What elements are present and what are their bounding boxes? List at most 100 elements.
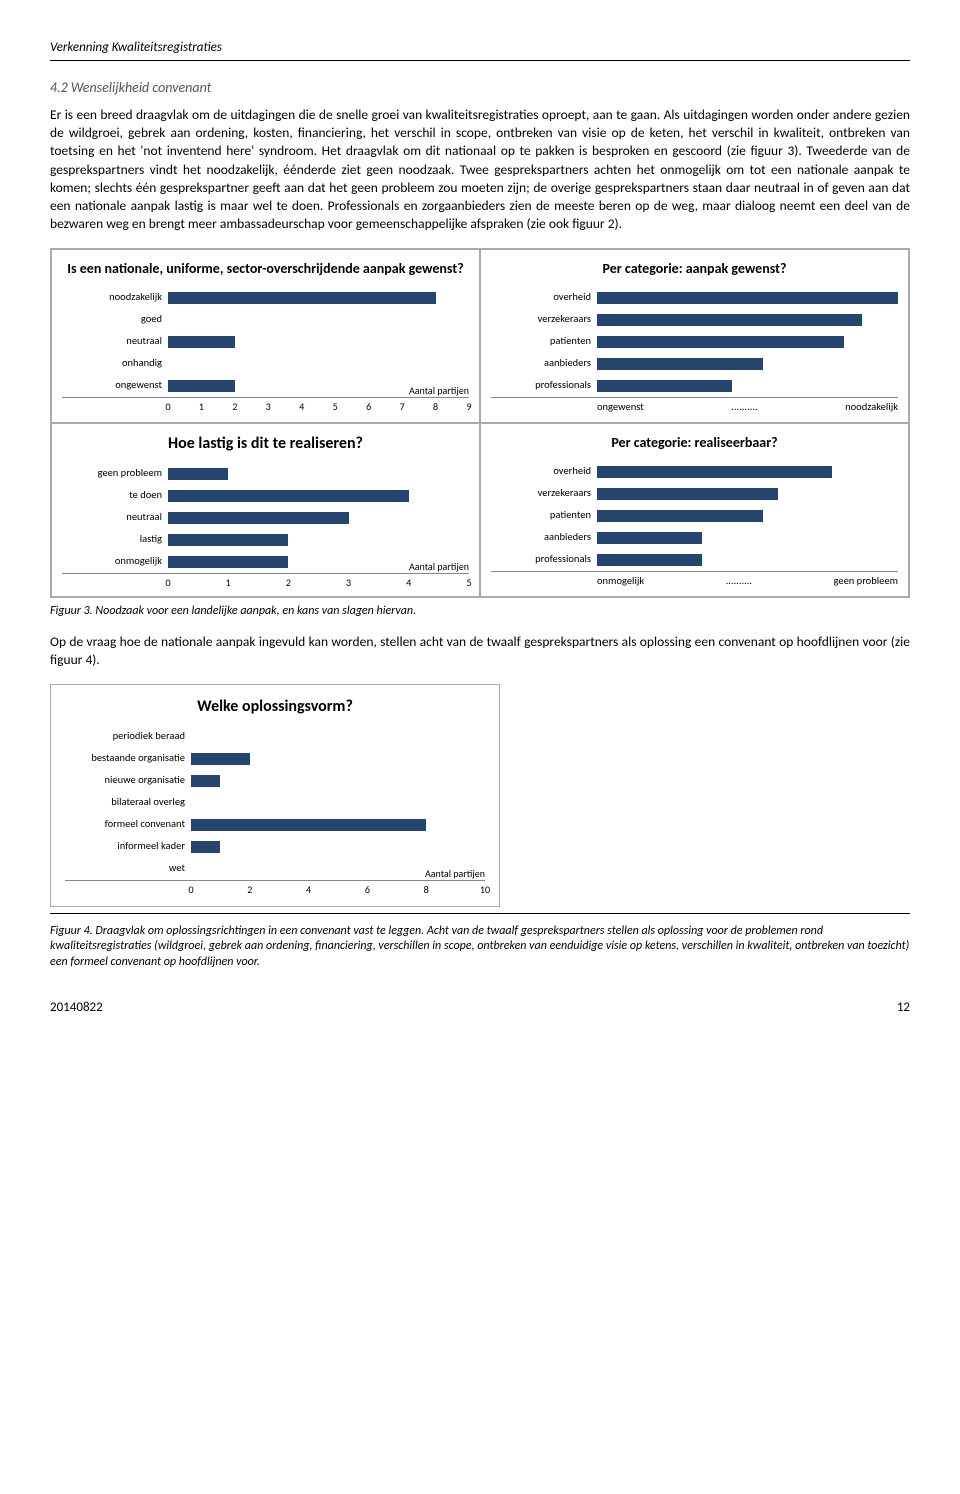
bar-track [597,334,898,348]
bar-row: geen probleem [62,463,469,483]
bar-track [168,554,469,568]
bar-label: professionals [491,378,597,391]
bar-label: informeel kader [65,839,191,852]
tick: 3 [346,576,351,589]
bar-track [597,356,898,370]
bar-row: informeel kader [65,836,485,856]
bar-track [168,488,469,502]
tick: 2 [286,576,291,589]
bar-track [191,773,485,787]
bar-track [597,464,898,478]
bar-label: patienten [491,508,597,521]
bar-label: geen probleem [62,466,168,479]
footer-page: 12 [897,1000,910,1015]
body-paragraph-2: Op de vraag hoe de nationale aanpak inge… [50,633,910,669]
bar-label: verzekeraars [491,312,597,325]
bar-label: aanbieders [491,530,597,543]
scale-left: onmogelijk [597,574,644,587]
tick: 6 [366,400,371,413]
chart-d-title: Per categorie: realiseerbaar? [491,434,898,451]
bar [191,819,426,831]
bar-row: overheid [491,287,898,307]
figure3-caption: Figuur 3. Noodzaak voor een landelijke a… [50,604,910,620]
bar [168,512,349,524]
figure3-chart-d: Per categorie: realiseerbaar? overheidve… [480,423,909,597]
figure3-grid: Is een nationale, uniforme, sector-overs… [50,248,910,598]
bar [191,753,250,765]
tick: 7 [400,400,405,413]
tick: 2 [232,400,237,413]
bar-label: lastig [62,532,168,545]
scale-right: noodzakelijk [845,400,898,413]
bar-label: bestaande organisatie [65,751,191,764]
bar-track [191,861,485,875]
bar-track [191,839,485,853]
tick: 4 [306,883,311,896]
bar-track [191,817,485,831]
tick: 4 [406,576,411,589]
doc-header-title: Verkenning Kwaliteitsregistraties [50,40,910,55]
tick: 10 [480,883,490,896]
figure4-rule [50,913,910,914]
bar-track [168,532,469,546]
bar-label: aanbieders [491,356,597,369]
bar-label: neutraal [62,510,168,523]
scale-right: geen probleem [833,574,898,587]
header-rule [50,60,910,61]
bar-label: onmogelijk [62,554,168,567]
bar-track [168,378,469,392]
tick: 8 [424,883,429,896]
bar-row: lastig [62,529,469,549]
bar-track [191,751,485,765]
bar-row: patienten [491,331,898,351]
bar-track [168,356,469,370]
bar-row: bestaande organisatie [65,748,485,768]
bar-label: wet [65,861,191,874]
bar-label: overheid [491,290,597,303]
figure4-wrapper: Welke oplossingsvorm? periodiek beraad be… [50,684,910,907]
figure4-title: Welke oplossingsvorm? [65,697,485,716]
bar [597,292,898,304]
scale-mid: .......... [644,400,845,413]
bar [597,488,778,500]
tick: 1 [199,400,204,413]
bar-row: neutraal [62,331,469,351]
bar-row: professionals [491,375,898,395]
bar-row: periodiek beraad [65,726,485,746]
bar-row: te doen [62,485,469,505]
tick: 5 [333,400,338,413]
figure3-chart-b: Per categorie: aanpak gewenst? overheid v… [480,249,909,423]
bar-track [168,510,469,524]
bar-track [597,508,898,522]
tick: 6 [365,883,370,896]
tick: 0 [165,400,170,413]
bar-track [597,552,898,566]
bar-track [597,530,898,544]
bar-label: overheid [491,464,597,477]
bar [191,841,220,853]
bar [168,380,235,392]
bar-track [597,378,898,392]
bar [191,775,220,787]
bar-track [191,795,485,809]
bar-track [597,290,898,304]
scale-left: ongewenst [597,400,644,413]
bar-track [168,334,469,348]
bar [597,380,732,392]
bar-row: aanbieders [491,527,898,547]
bar [168,292,436,304]
figure4-caption: Figuur 4. Draagvlak om oplossingsrichtin… [50,924,910,971]
bar-label: bilateraal overleg [65,795,191,808]
chart-b-title: Per categorie: aanpak gewenst? [491,260,898,277]
bar-row: formeel convenant [65,814,485,834]
bar-label: noodzakelijk [62,290,168,303]
bar-row: overheid [491,461,898,481]
bar-row: onhandig [62,353,469,373]
bar-label: neutraal [62,334,168,347]
bar-label: goed [62,312,168,325]
bar-track [168,466,469,480]
bar [597,510,763,522]
figure4-chart: Welke oplossingsvorm? periodiek beraad be… [50,684,500,907]
scale-mid: .......... [644,574,833,587]
page-footer: 20140822 12 [50,1000,910,1015]
